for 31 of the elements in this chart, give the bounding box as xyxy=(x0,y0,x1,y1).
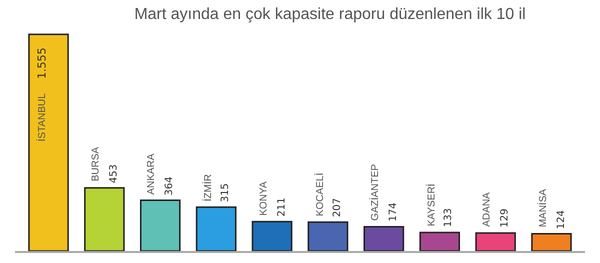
x-tick-label: BURSA xyxy=(90,146,102,182)
x-tick-label: KONYA xyxy=(258,181,270,216)
x-tick-label: MANİSA xyxy=(536,188,549,228)
bar xyxy=(252,220,292,251)
bar xyxy=(475,232,516,251)
chart-title: Mart ayında en çok kapasite raporu düzenlenen ilk 10 il xyxy=(134,6,526,24)
bar xyxy=(140,200,181,251)
bar xyxy=(308,221,348,251)
data-label: 364 xyxy=(164,176,176,196)
data-label: 124 xyxy=(556,210,567,230)
x-tick-label: İSTANBUL xyxy=(36,92,48,142)
bar xyxy=(196,206,236,251)
bar xyxy=(28,34,69,251)
x-tick-label: ANKARA xyxy=(146,153,158,195)
data-label: 174 xyxy=(388,202,400,222)
data-label: 207 xyxy=(332,198,343,218)
x-tick-label: ADANA xyxy=(482,192,493,227)
x-tick-label: GAZİANTEP xyxy=(369,164,382,221)
data-label: 211 xyxy=(276,198,288,217)
data-label: 133 xyxy=(443,208,454,228)
x-tick-label: İZMİR xyxy=(202,174,214,202)
data-label: 453 xyxy=(108,164,120,184)
data-label: 129 xyxy=(500,208,511,228)
x-tick-label: KOCAELİ xyxy=(314,172,326,216)
bar xyxy=(364,226,404,251)
data-label: 315 xyxy=(220,183,232,202)
bar xyxy=(419,232,460,251)
data-label: 1.555 xyxy=(36,47,49,79)
x-tick-label: KAYSERİ xyxy=(425,184,438,226)
bar xyxy=(531,232,572,251)
bar xyxy=(84,187,125,251)
